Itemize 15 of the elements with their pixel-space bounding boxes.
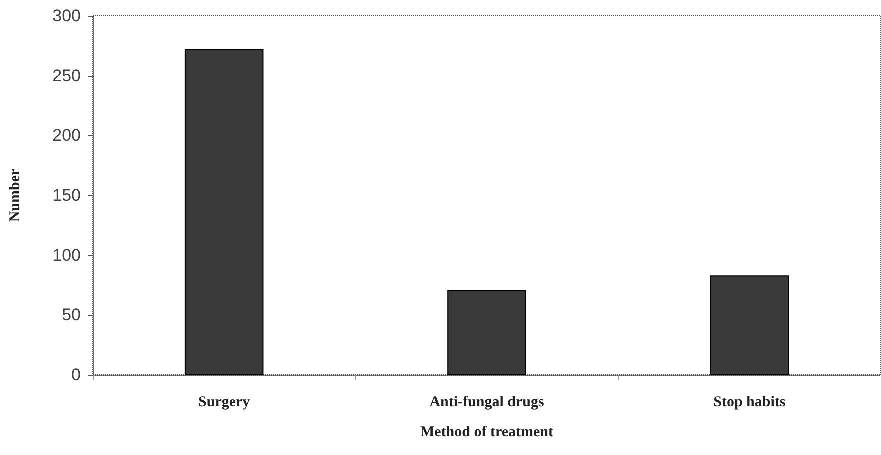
y-tick-label: 50 <box>62 306 81 325</box>
bar <box>448 290 526 375</box>
x-tick-label: Anti-fungal drugs <box>430 394 544 410</box>
y-tick-label: 150 <box>52 186 81 205</box>
bar <box>710 276 790 375</box>
x-tick-label: Surgery <box>198 394 251 410</box>
x-tick-label: Stop habits <box>714 394 786 410</box>
y-tick-label: 250 <box>52 66 81 86</box>
y-tick-label: 0 <box>72 366 81 384</box>
bar <box>184 50 264 375</box>
y-tick-label: 100 <box>52 246 81 265</box>
y-tick-label: 300 <box>52 6 81 26</box>
x-axis-title: Method of treatment <box>420 424 554 440</box>
y-tick-label: 200 <box>52 126 81 146</box>
y-axis-title: Number <box>8 168 24 222</box>
